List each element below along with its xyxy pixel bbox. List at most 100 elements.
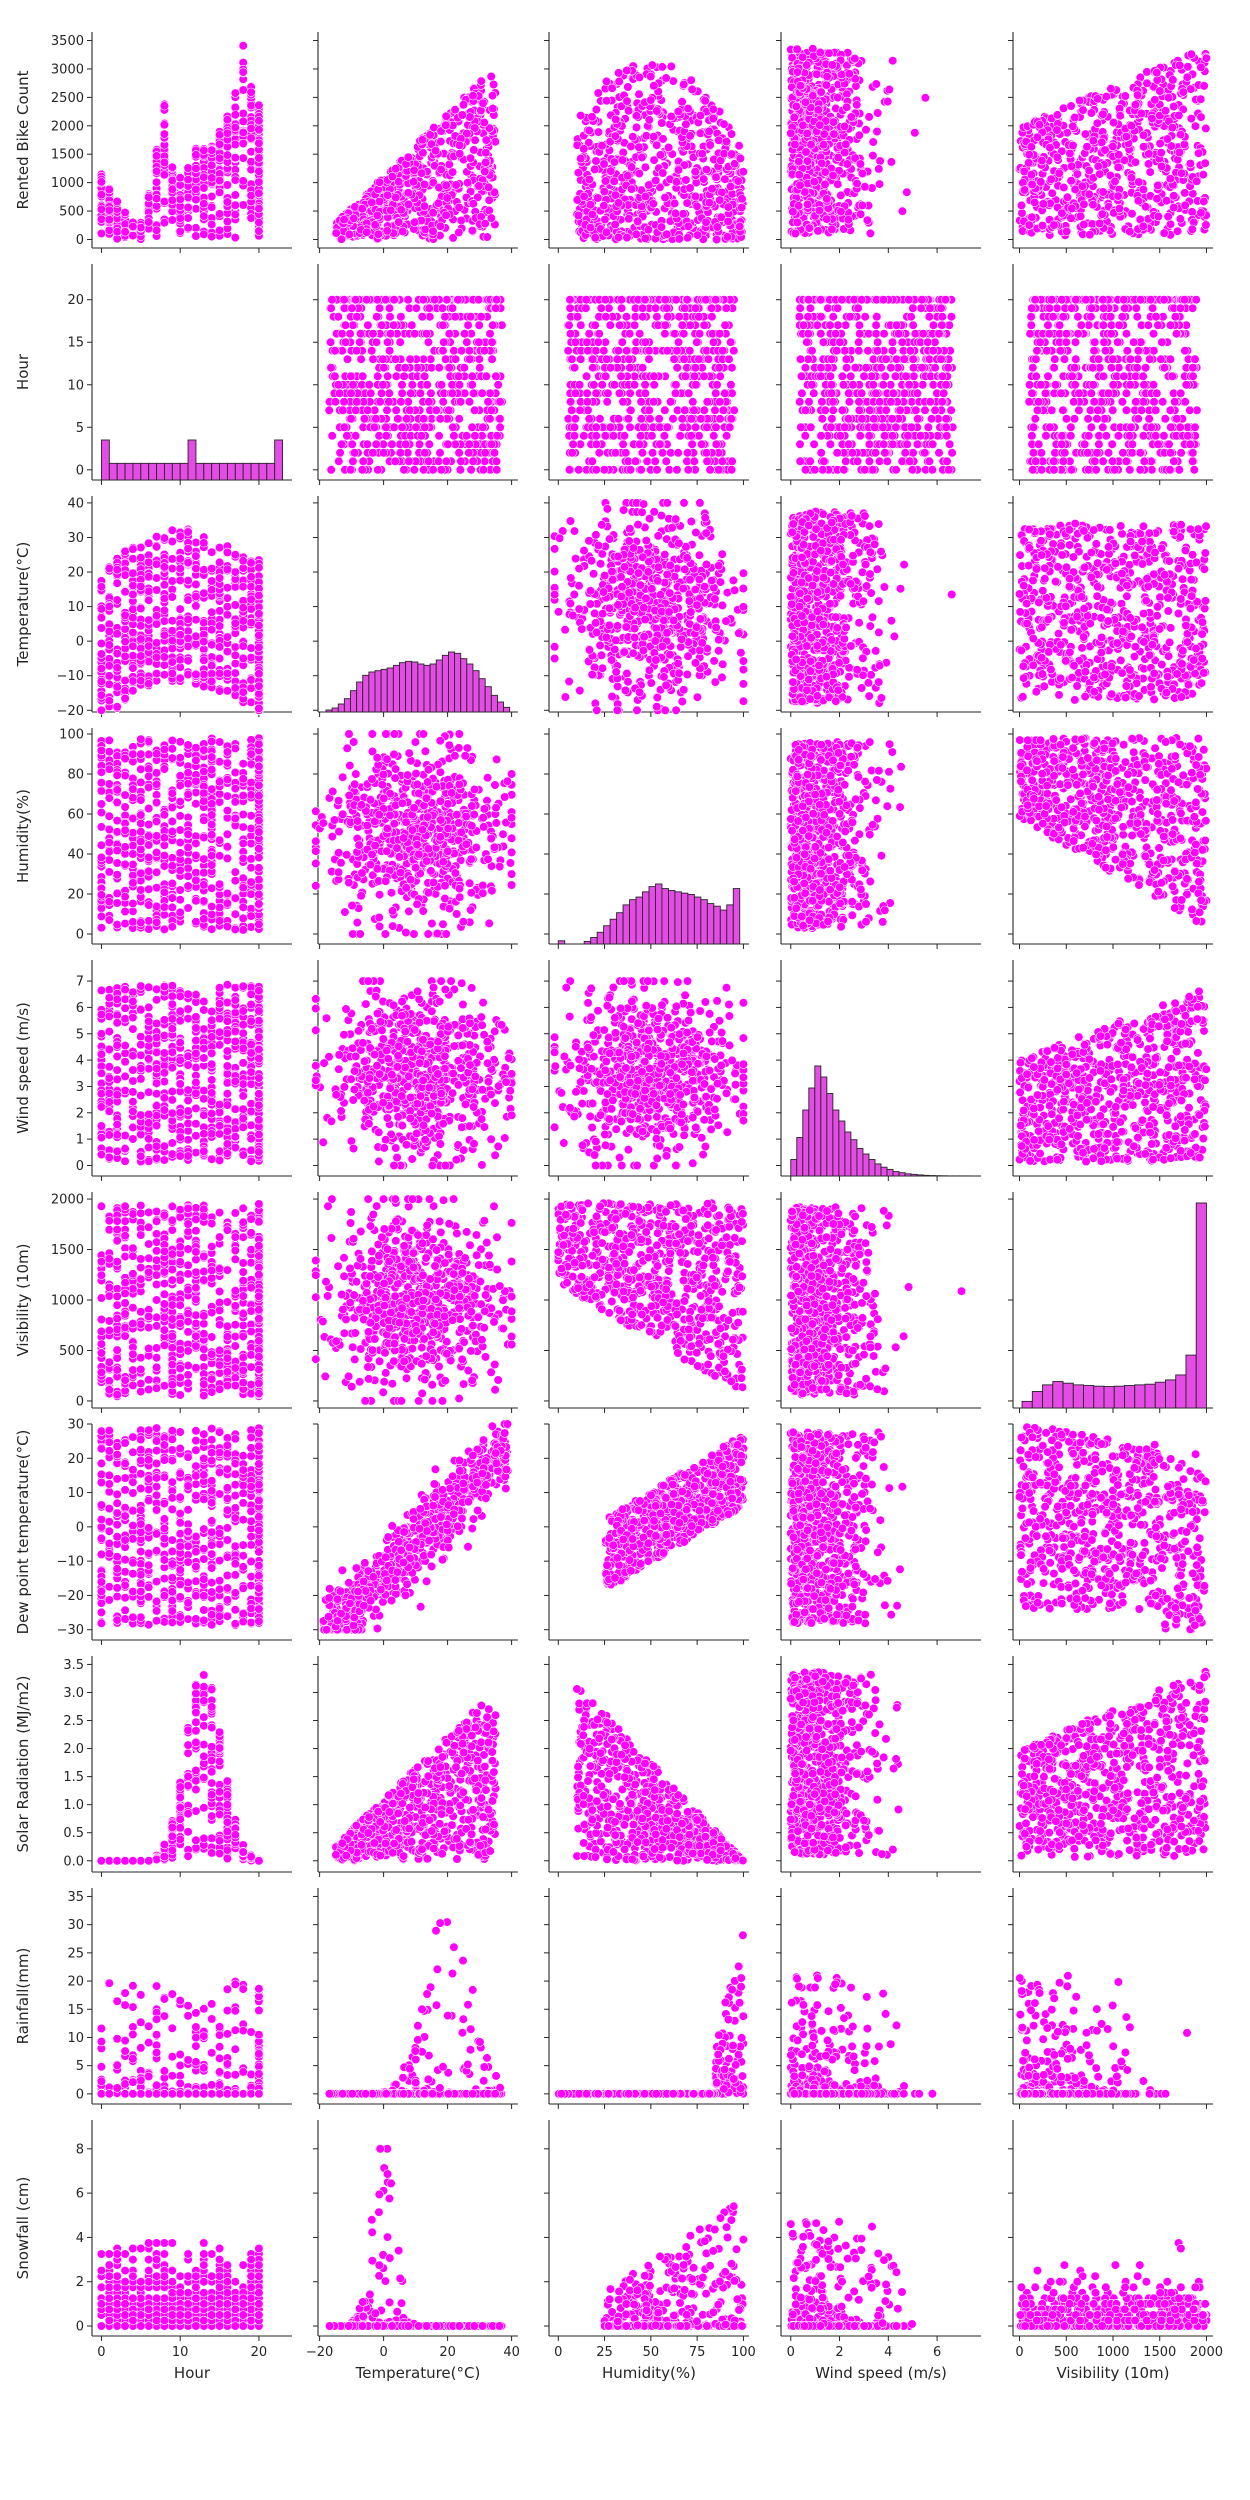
- scatter-point: [340, 215, 349, 224]
- y-tick-label: 500: [59, 205, 84, 220]
- scatter-point: [129, 222, 138, 231]
- scatter-point: [487, 214, 496, 223]
- scatter-point: [875, 165, 884, 174]
- scatter-point: [215, 131, 224, 140]
- scatter-point: [602, 228, 611, 237]
- scatter-point: [869, 138, 878, 147]
- panel-rented-bike-count-vs-humidity: [544, 32, 749, 253]
- scatter-point: [722, 137, 731, 146]
- scatter-point: [397, 206, 406, 215]
- scatter-point: [437, 165, 446, 174]
- scatter-point: [888, 56, 897, 65]
- scatter-point: [388, 172, 397, 181]
- scatter-point: [829, 171, 838, 180]
- scatter-point: [121, 228, 130, 237]
- scatter-point: [705, 127, 714, 136]
- scatter-point: [805, 224, 814, 233]
- scatter-point: [580, 192, 589, 201]
- scatter-point: [105, 185, 114, 194]
- scatter-point: [431, 146, 440, 155]
- scatter-point: [488, 91, 497, 100]
- scatter-point: [819, 140, 828, 149]
- scatter-point: [239, 139, 248, 148]
- scatter-point: [664, 143, 673, 152]
- scatter-point: [682, 120, 691, 129]
- scatter-point: [231, 233, 240, 242]
- scatter-point: [200, 230, 209, 239]
- scatter-point: [223, 151, 232, 160]
- scatter-point: [627, 163, 636, 172]
- scatter-point: [223, 129, 232, 138]
- scatter-point: [207, 203, 216, 212]
- scatter-point: [645, 116, 654, 125]
- scatter-point: [574, 168, 583, 177]
- scatter-point: [651, 176, 660, 185]
- scatter-point: [105, 206, 114, 215]
- scatter-point: [247, 88, 256, 97]
- scatter-point: [825, 49, 834, 58]
- scatter-point: [231, 210, 240, 219]
- scatter-point: [691, 167, 700, 176]
- scatter-point: [215, 176, 224, 185]
- scatter-point: [688, 85, 697, 94]
- scatter-point: [1201, 159, 1210, 168]
- scatter-point: [105, 226, 114, 235]
- scatter-point: [803, 61, 812, 70]
- scatter-point: [394, 218, 403, 227]
- scatter-point: [152, 152, 161, 161]
- scatter-point: [618, 156, 627, 165]
- scatter-point: [231, 191, 240, 200]
- scatter-point: [712, 173, 721, 182]
- scatter-point: [795, 171, 804, 180]
- scatter-point: [659, 169, 668, 178]
- scatter-point: [647, 96, 656, 105]
- scatter-point: [484, 183, 493, 192]
- scatter-point: [644, 226, 653, 235]
- scatter-point: [863, 216, 872, 225]
- scatter-point: [650, 132, 659, 141]
- scatter-point: [851, 54, 860, 63]
- scatter-point: [247, 101, 256, 110]
- scatter-point: [598, 141, 607, 150]
- scatter-point: [231, 89, 240, 98]
- scatter-point: [200, 146, 209, 155]
- scatter-point: [247, 165, 256, 174]
- scatter-point: [445, 160, 454, 169]
- scatter-point: [255, 218, 264, 227]
- scatter-point: [686, 184, 695, 193]
- scatter-point: [820, 130, 829, 139]
- scatter-point: [160, 218, 169, 227]
- scatter-point: [442, 211, 451, 220]
- scatter-point: [602, 96, 611, 105]
- scatter-point: [239, 117, 248, 126]
- scatter-point: [727, 130, 736, 139]
- scatter-point: [434, 199, 443, 208]
- scatter-point: [635, 73, 644, 82]
- scatter-point: [614, 69, 623, 78]
- scatter-point: [679, 80, 688, 89]
- scatter-point: [168, 176, 177, 185]
- scatter-point: [442, 112, 451, 121]
- scatter-point: [1157, 148, 1166, 157]
- scatter-point: [866, 229, 875, 238]
- scatter-point: [144, 218, 153, 227]
- scatter-point: [646, 72, 655, 81]
- scatter-point: [223, 198, 232, 207]
- scatter-point: [468, 226, 477, 235]
- scatter-point: [845, 70, 854, 79]
- scatter-point: [718, 188, 727, 197]
- scatter-point: [738, 195, 747, 204]
- scatter-point: [580, 145, 589, 154]
- scatter-point: [853, 101, 862, 110]
- scatter-point: [873, 109, 882, 118]
- scatter-point: [898, 207, 907, 216]
- scatter-point: [475, 182, 484, 191]
- scatter-point: [375, 178, 384, 187]
- scatter-point: [239, 86, 248, 95]
- scatter-point: [793, 218, 802, 227]
- scatter-point: [481, 158, 490, 167]
- scatter-point: [726, 182, 735, 191]
- scatter-point: [418, 136, 427, 145]
- scatter-point: [410, 218, 419, 227]
